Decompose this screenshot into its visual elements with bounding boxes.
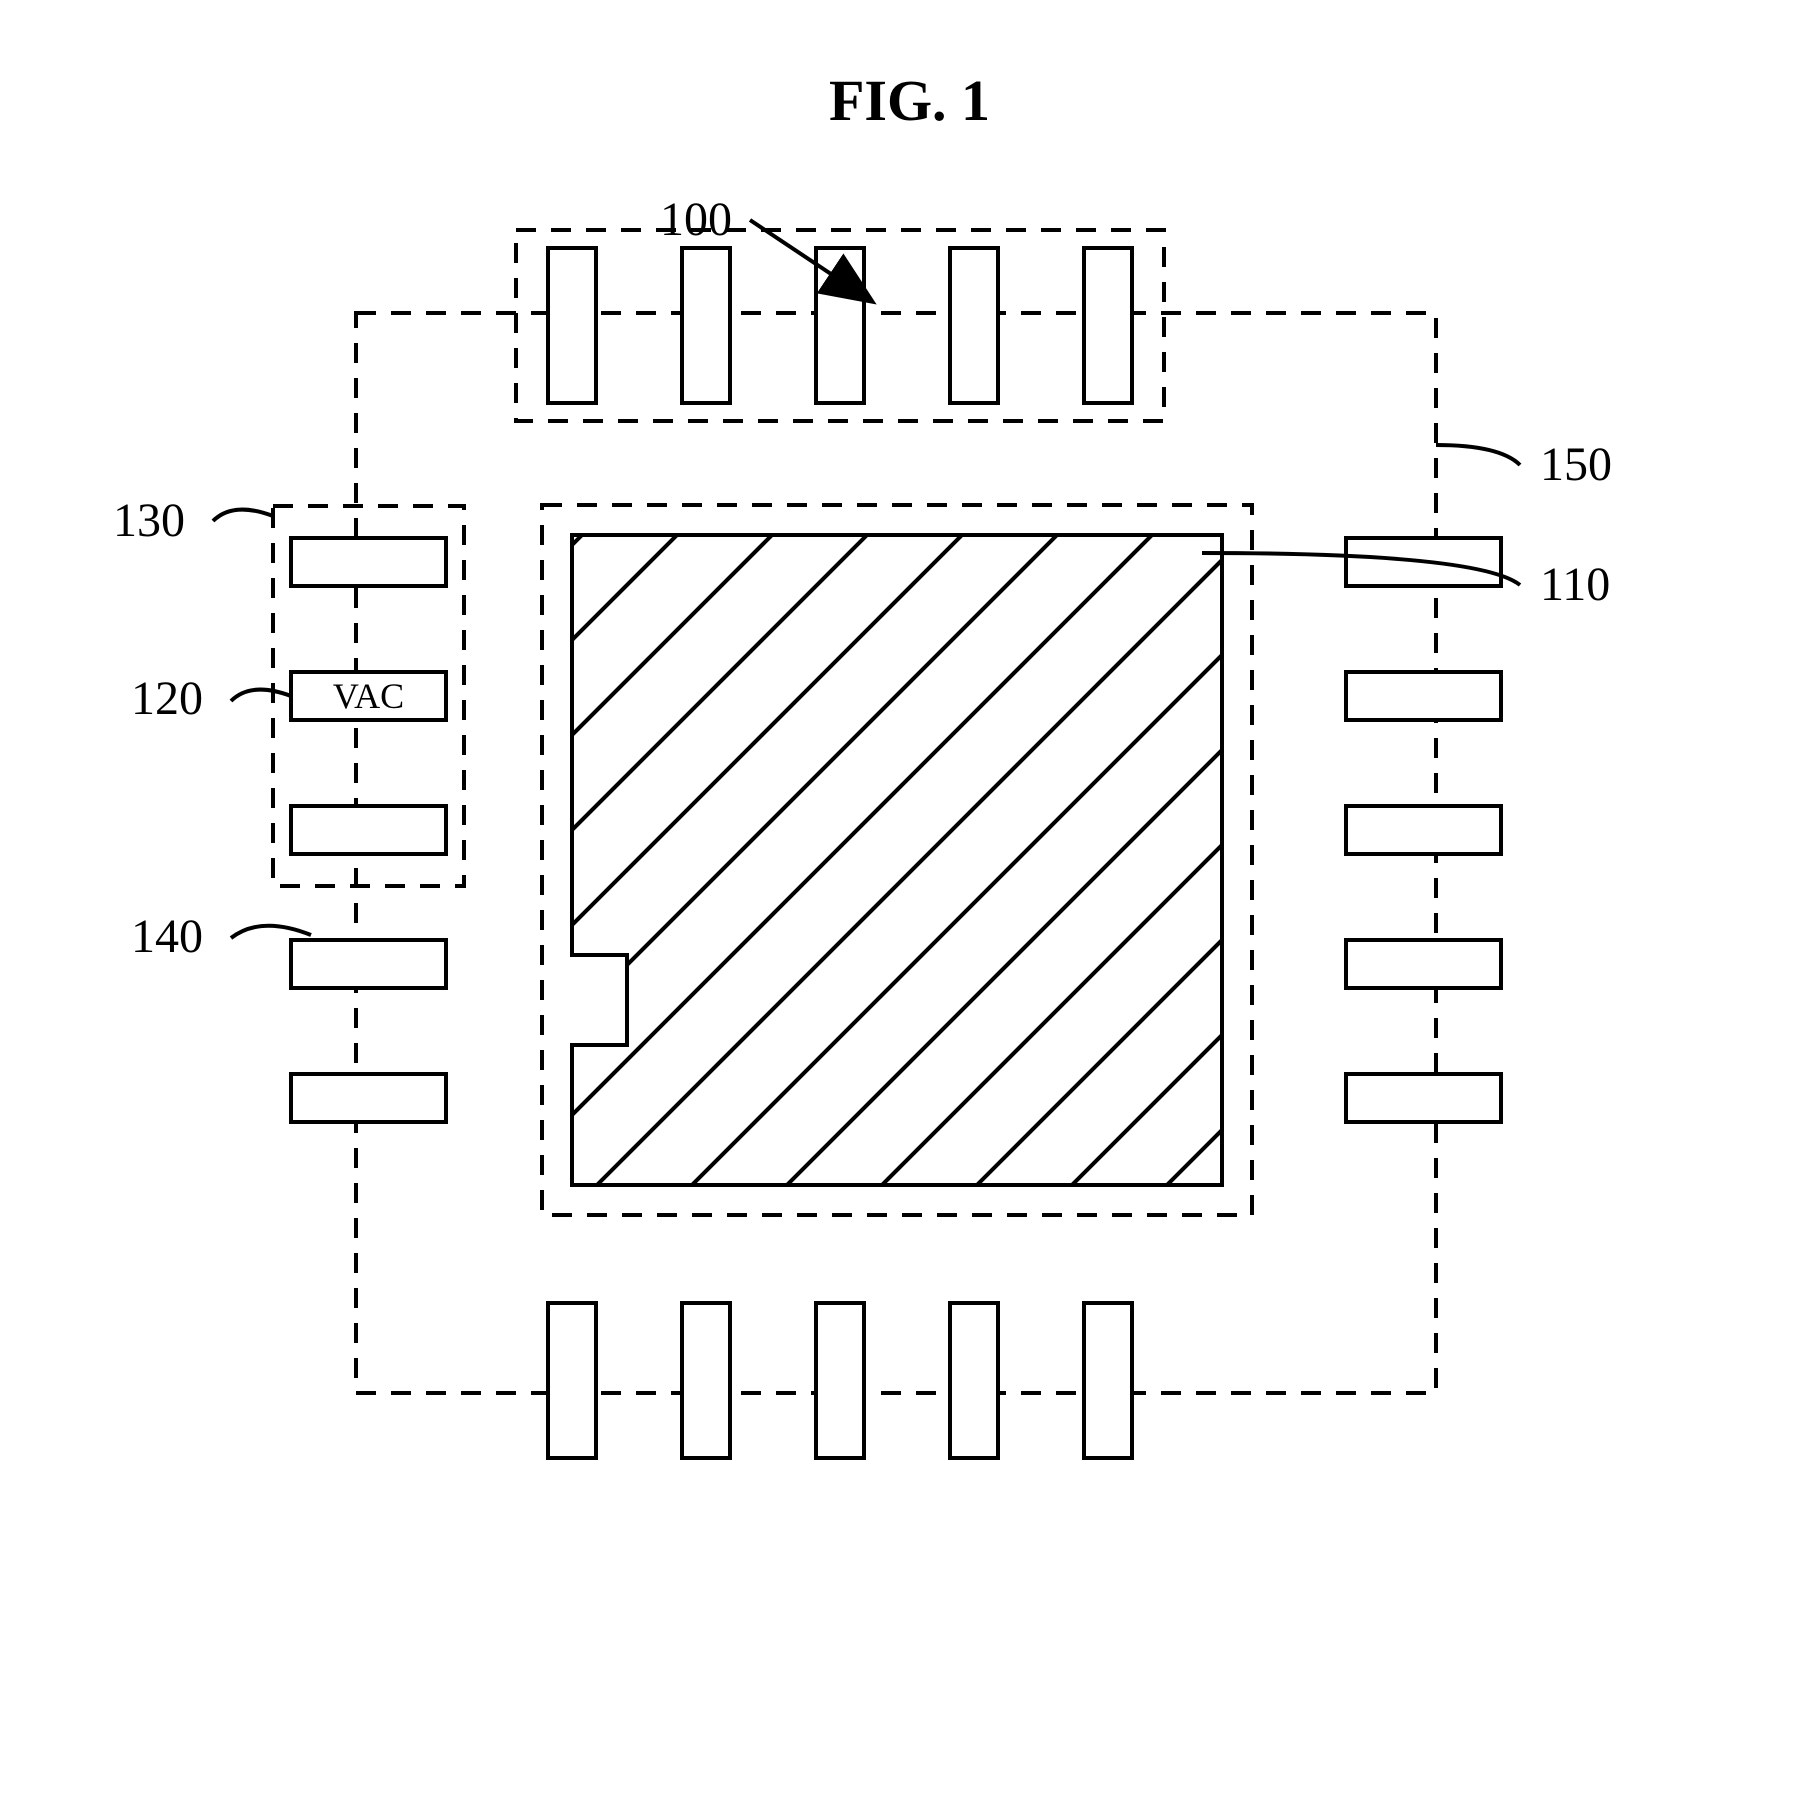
pin [1346, 940, 1501, 988]
pin [1346, 1074, 1501, 1122]
label-100: 100 [660, 193, 732, 246]
label-140: 140 [131, 910, 203, 963]
leader-150 [1436, 445, 1520, 465]
leader-140 [231, 926, 311, 938]
chip-package-diagram: FIG. 1 VAC 100 150 110 130 120 140 [0, 0, 1819, 1805]
pin [548, 1303, 596, 1458]
pin [816, 248, 864, 403]
core-outline [572, 535, 1222, 1185]
pin [816, 1303, 864, 1458]
leader-130 [213, 510, 273, 521]
label-150: 150 [1540, 438, 1612, 491]
pin [548, 248, 596, 403]
pin [291, 1074, 446, 1122]
pin [950, 1303, 998, 1458]
label-110: 110 [1540, 558, 1610, 611]
pin [1084, 1303, 1132, 1458]
pin [291, 806, 446, 854]
label-130: 130 [113, 494, 185, 547]
pin [291, 940, 446, 988]
pin [682, 1303, 730, 1458]
vac-label: VAC [333, 676, 404, 716]
pin [1346, 806, 1501, 854]
pin [682, 248, 730, 403]
pin [1084, 248, 1132, 403]
pin [1346, 672, 1501, 720]
leader-120 [231, 690, 291, 701]
pin [291, 538, 446, 586]
pin [950, 248, 998, 403]
label-120: 120 [131, 672, 203, 725]
figure-title: FIG. 1 [829, 68, 990, 133]
